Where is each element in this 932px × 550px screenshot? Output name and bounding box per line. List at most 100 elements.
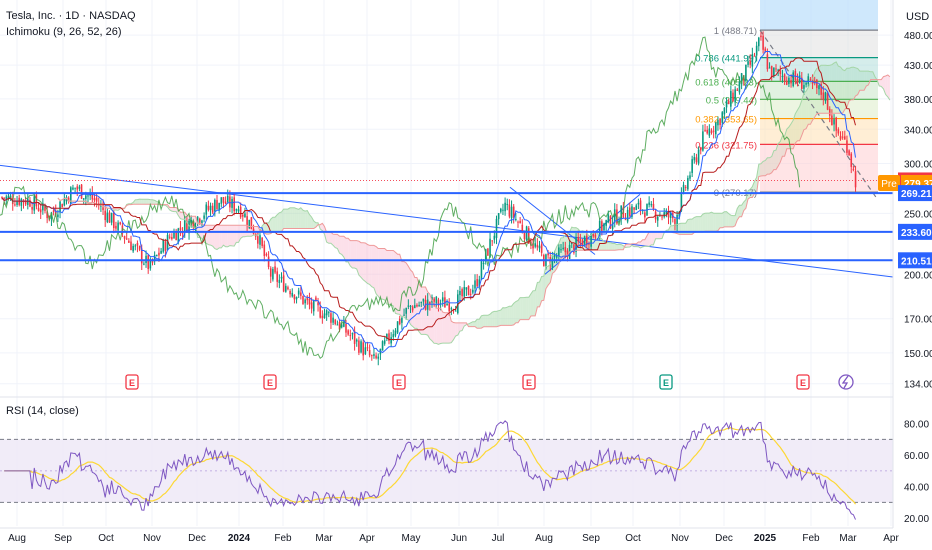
cloud-segment: [526, 297, 529, 320]
candle-body: [723, 107, 726, 115]
candle-body: [665, 210, 668, 215]
candle-body: [570, 242, 573, 244]
candle-body: [635, 205, 638, 211]
candle-body: [201, 220, 203, 224]
candle-body: [371, 355, 373, 357]
candle-body: [360, 341, 362, 353]
earnings-icon: [796, 374, 810, 390]
candle-body: [626, 209, 629, 222]
candle-body: [536, 244, 539, 248]
cloud-segment: [393, 250, 396, 314]
cloud-segment: [694, 216, 697, 233]
cloud-segment: [152, 199, 155, 205]
candle-body: [592, 231, 595, 237]
rsi-axis[interactable]: 80.00 60.00 40.00 20.00: [904, 420, 929, 526]
candle-body: [452, 309, 455, 311]
candle-body: [465, 287, 468, 290]
candle-body: [250, 217, 253, 230]
cloud-segment: [500, 307, 503, 326]
candle-body: [211, 205, 214, 213]
candle-body: [373, 354, 375, 356]
candle-body: [278, 279, 281, 284]
cloud-segment: [401, 261, 405, 317]
candle-body: [310, 302, 313, 309]
candle-body: [108, 212, 111, 223]
candle-body: [816, 79, 818, 89]
cloud-segment: [548, 263, 551, 286]
candle-body: [611, 223, 614, 229]
candle-body: [480, 261, 483, 280]
candle-body: [407, 305, 410, 307]
candle-body: [725, 100, 728, 108]
candle-body: [306, 297, 309, 301]
time-tick-label: Jul: [492, 533, 505, 544]
candle-body: [540, 244, 543, 253]
price-pane[interactable]: 1 (488.71) 0.786 (441.99) 0.618 (405.23) 0.…: [0, 0, 894, 526]
cloud-segment: [717, 213, 721, 231]
candle-body: [282, 275, 285, 292]
cloud-segment: [358, 241, 362, 278]
candle-body: [441, 297, 444, 302]
cloud-segment: [524, 297, 527, 320]
candle-body: [190, 219, 192, 223]
cloud-segment: [743, 199, 746, 211]
cloud-segment: [171, 207, 174, 212]
cloud-segment: [247, 225, 250, 237]
price-axis[interactable]: 480.00 430.00 380.00 340.00 300.00 250.00 200.…: [878, 31, 932, 391]
earnings-icon: [522, 374, 536, 390]
cloud-segment: [412, 272, 415, 329]
candle-body: [687, 178, 689, 190]
candle-body: [837, 129, 840, 134]
time-axis[interactable]: Aug Sep Oct Nov Dec 2024 Feb Mar Apr May Jun Jul Aug…: [8, 533, 899, 544]
candle-body: [263, 244, 266, 257]
candle-body: [433, 298, 435, 304]
rsi-lines: [4, 420, 856, 520]
ichimoku-legend[interactable]: Ichimoku (9, 26, 52, 26): [6, 26, 122, 38]
candle-body: [689, 175, 691, 179]
candle-body: [396, 321, 399, 333]
cloud-segment: [432, 300, 435, 344]
cloud-segment: [737, 205, 740, 220]
cloud-segment: [294, 207, 297, 229]
cloud-segment: [356, 240, 359, 276]
time-tick-label: Oct: [98, 533, 114, 544]
rsi-pane[interactable]: [0, 420, 893, 520]
candle-body: [93, 198, 96, 201]
cloud-segment: [438, 308, 441, 345]
horizontal-levels[interactable]: [0, 192, 893, 262]
candle-body: [734, 89, 736, 103]
candle-body: [603, 223, 605, 231]
candle-body: [411, 306, 414, 311]
price-tick-label: 380.00: [904, 95, 932, 106]
cloud-segment: [728, 213, 731, 227]
rsi-legend[interactable]: RSI (14, close): [6, 405, 79, 417]
price-tick-label: 480.00: [904, 31, 932, 42]
earnings-letter: E: [396, 378, 402, 388]
cloud-segment: [505, 307, 508, 326]
fib-level-label: 0.236 (321.75): [695, 140, 757, 151]
currency-label[interactable]: USD: [906, 11, 929, 23]
candle-body: [835, 117, 837, 131]
candle-body: [693, 157, 696, 161]
cloud-segment: [371, 245, 374, 288]
symbol-title[interactable]: Tesla, Inc. · 1D · NASDAQ: [6, 10, 136, 22]
candle-body: [740, 73, 743, 85]
candle-body: [551, 255, 554, 268]
candle-body: [302, 295, 304, 305]
candle-body: [188, 220, 190, 234]
candle-body: [472, 289, 474, 293]
candle-body: [233, 197, 235, 212]
candle-body: [63, 198, 66, 206]
candle-body: [745, 64, 747, 82]
candle-body: [390, 337, 392, 344]
candle-body: [766, 54, 769, 70]
candle-body: [521, 224, 524, 232]
candle-body: [753, 55, 756, 57]
candle-body: [7, 195, 10, 199]
candle-body: [719, 118, 721, 126]
fib-retracement[interactable]: 1 (488.71) 0.786 (441.99) 0.618 (405.23) 0.…: [695, 0, 879, 201]
cloud-segment: [715, 213, 718, 232]
candle-body: [801, 77, 803, 89]
